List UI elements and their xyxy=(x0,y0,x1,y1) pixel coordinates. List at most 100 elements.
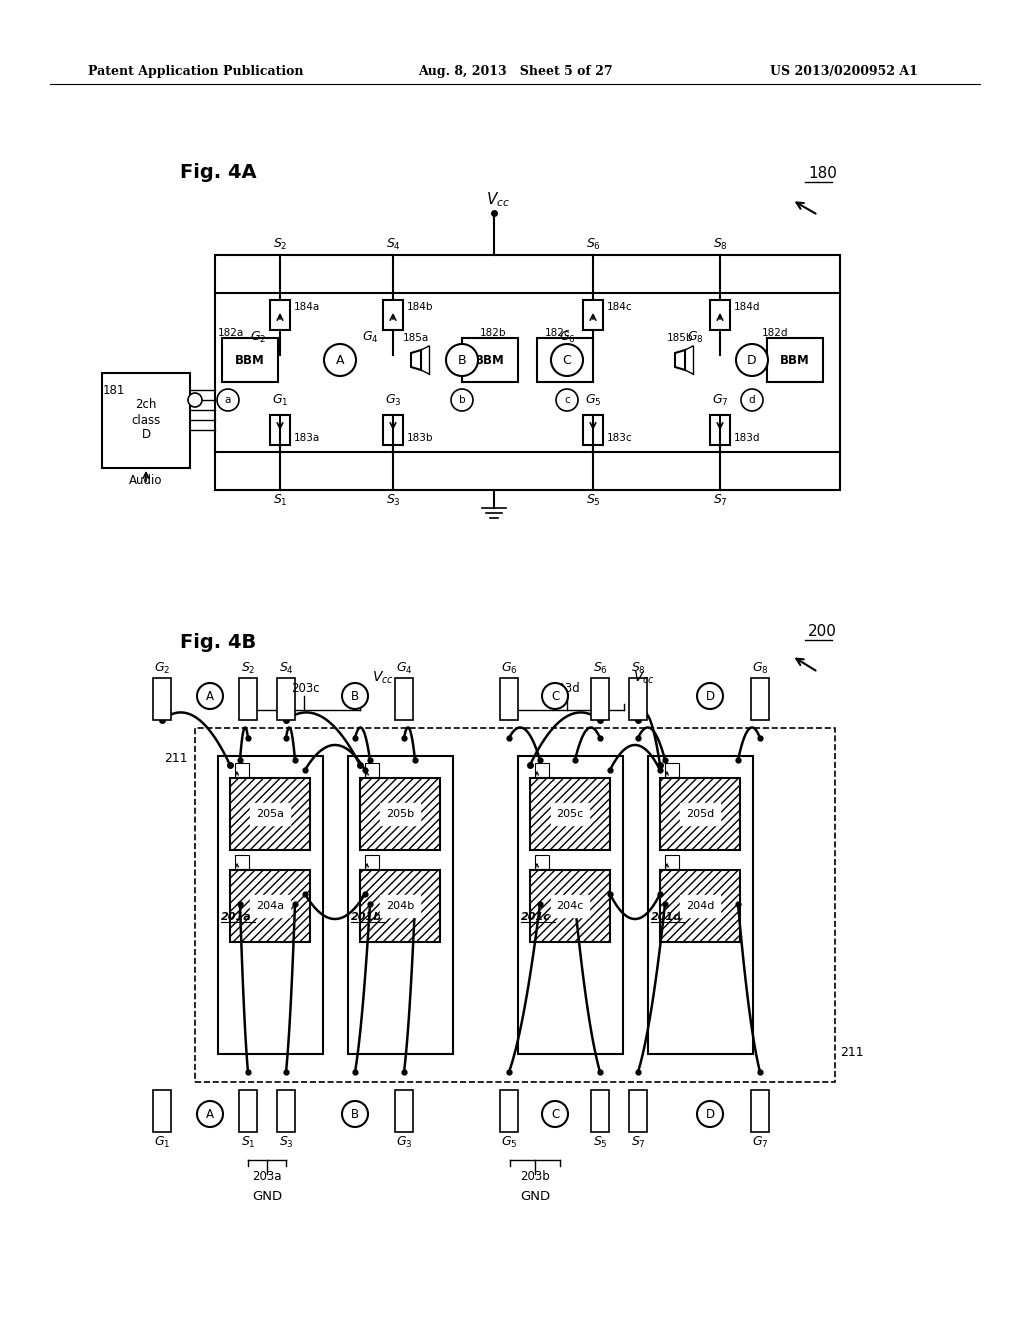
Bar xyxy=(360,777,440,850)
Text: $S_8$: $S_8$ xyxy=(713,236,727,252)
Bar xyxy=(591,678,609,719)
Text: $G_8$: $G_8$ xyxy=(752,660,768,676)
Bar xyxy=(230,870,310,942)
Bar xyxy=(365,763,379,777)
Text: $G_5$: $G_5$ xyxy=(501,1134,517,1150)
Circle shape xyxy=(197,682,223,709)
Bar xyxy=(230,777,310,850)
Text: 205c: 205c xyxy=(556,809,584,818)
Circle shape xyxy=(556,389,578,411)
Bar xyxy=(583,414,603,445)
Text: $S_6$: $S_6$ xyxy=(593,660,607,676)
Text: 211: 211 xyxy=(165,751,188,764)
Text: 184c: 184c xyxy=(607,302,633,312)
Bar xyxy=(751,1090,769,1133)
Bar xyxy=(530,777,610,850)
Text: 184a: 184a xyxy=(294,302,321,312)
Text: $G_8$: $G_8$ xyxy=(687,330,703,345)
Text: 183c: 183c xyxy=(607,433,633,444)
Text: $V_{cc}$: $V_{cc}$ xyxy=(372,669,394,686)
Bar xyxy=(234,855,249,869)
Text: A: A xyxy=(336,354,344,367)
Text: A: A xyxy=(206,689,214,702)
Text: $S_4$: $S_4$ xyxy=(386,236,400,252)
Circle shape xyxy=(736,345,768,376)
Text: b: b xyxy=(459,395,465,405)
Bar xyxy=(660,777,740,850)
Text: 204d: 204d xyxy=(686,902,714,911)
Circle shape xyxy=(446,345,478,376)
Bar xyxy=(660,870,740,942)
Bar xyxy=(462,338,518,381)
Bar xyxy=(365,855,379,869)
Text: $S_2$: $S_2$ xyxy=(241,660,255,676)
Text: 182a: 182a xyxy=(218,327,245,338)
Text: $G_7$: $G_7$ xyxy=(712,392,728,408)
Text: $G_6$: $G_6$ xyxy=(559,330,575,345)
Text: C: C xyxy=(562,354,571,367)
Text: 184b: 184b xyxy=(407,302,433,312)
Circle shape xyxy=(697,1101,723,1127)
Bar xyxy=(710,300,730,330)
Text: $G_1$: $G_1$ xyxy=(271,392,288,408)
Text: 201b: 201b xyxy=(351,912,382,921)
Bar xyxy=(395,678,413,719)
Text: D: D xyxy=(706,689,715,702)
Circle shape xyxy=(342,682,368,709)
Text: 203a: 203a xyxy=(252,1171,282,1184)
Text: $S_5$: $S_5$ xyxy=(593,1134,607,1150)
Text: d: d xyxy=(749,395,756,405)
Text: 183d: 183d xyxy=(734,433,761,444)
Bar xyxy=(383,300,403,330)
Text: $G_2$: $G_2$ xyxy=(154,660,170,676)
Bar xyxy=(215,255,840,490)
Text: 203b: 203b xyxy=(520,1171,550,1184)
Text: 181: 181 xyxy=(103,384,125,396)
Text: $G_3$: $G_3$ xyxy=(385,392,401,408)
Bar xyxy=(665,855,679,869)
Bar xyxy=(591,1090,609,1133)
Text: $S_7$: $S_7$ xyxy=(631,1134,645,1150)
Bar xyxy=(583,300,603,330)
Text: Aug. 8, 2013   Sheet 5 of 27: Aug. 8, 2013 Sheet 5 of 27 xyxy=(418,66,612,78)
Text: B: B xyxy=(351,689,359,702)
Text: 183a: 183a xyxy=(294,433,321,444)
Text: 182c: 182c xyxy=(545,327,570,338)
Bar xyxy=(537,338,593,381)
Circle shape xyxy=(188,393,202,407)
Text: A: A xyxy=(206,1107,214,1121)
Text: $S_8$: $S_8$ xyxy=(631,660,645,676)
Text: 205b: 205b xyxy=(386,809,414,818)
Text: $G_1$: $G_1$ xyxy=(154,1134,170,1150)
Circle shape xyxy=(542,682,568,709)
Text: $V_{cc}$: $V_{cc}$ xyxy=(486,190,510,210)
Text: 205d: 205d xyxy=(686,809,714,818)
Circle shape xyxy=(551,345,583,376)
Bar xyxy=(278,1090,295,1133)
Text: $S_4$: $S_4$ xyxy=(279,660,294,676)
Bar xyxy=(348,756,453,1053)
Text: B: B xyxy=(458,354,466,367)
Text: 203c: 203c xyxy=(291,681,319,694)
Text: Fig. 4B: Fig. 4B xyxy=(180,632,256,652)
Text: 205a: 205a xyxy=(256,809,284,818)
Text: $S_1$: $S_1$ xyxy=(272,492,288,508)
Text: $S_7$: $S_7$ xyxy=(713,492,727,508)
Circle shape xyxy=(197,1101,223,1127)
Text: 211: 211 xyxy=(840,1045,863,1059)
Bar xyxy=(648,756,753,1053)
Bar xyxy=(270,414,290,445)
Text: 204b: 204b xyxy=(386,902,414,911)
Text: 200: 200 xyxy=(808,624,837,639)
Bar xyxy=(535,763,549,777)
Circle shape xyxy=(451,389,473,411)
Bar xyxy=(153,678,171,719)
Bar xyxy=(710,414,730,445)
Text: US 2013/0200952 A1: US 2013/0200952 A1 xyxy=(770,66,918,78)
Circle shape xyxy=(741,389,763,411)
Bar xyxy=(222,338,278,381)
Text: 184d: 184d xyxy=(734,302,761,312)
Text: $G_3$: $G_3$ xyxy=(395,1134,413,1150)
Text: Fig. 4A: Fig. 4A xyxy=(180,162,257,181)
Bar xyxy=(383,414,403,445)
